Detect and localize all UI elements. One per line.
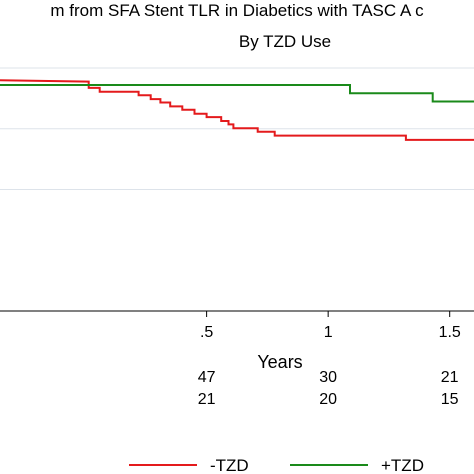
legend: -TZD +TZD bbox=[129, 456, 424, 474]
x-tick-label: 1 bbox=[324, 324, 333, 341]
chart-title: m from SFA Stent TLR in Diabetics with T… bbox=[50, 1, 424, 20]
x-axis-ticks: .5 1 1.5 bbox=[200, 311, 461, 341]
risk-table-cell: 21 bbox=[198, 391, 216, 408]
series-lines bbox=[0, 79, 474, 141]
series-line-minus-tzd bbox=[0, 79, 474, 141]
chart-subtitle: By TZD Use bbox=[239, 32, 331, 51]
x-tick-label: 1.5 bbox=[439, 324, 461, 341]
x-tick-label: .5 bbox=[200, 324, 213, 341]
legend-label-plus-tzd: +TZD bbox=[381, 456, 424, 474]
legend-label-minus-tzd: -TZD bbox=[210, 456, 249, 474]
risk-table: 47 30 21 21 20 15 bbox=[198, 369, 459, 408]
series-line-plus-tzd bbox=[0, 84, 474, 103]
risk-table-cell: 21 bbox=[441, 369, 459, 386]
risk-table-cell: 15 bbox=[441, 391, 459, 408]
x-axis-label: Years bbox=[257, 352, 302, 372]
risk-table-cell: 20 bbox=[319, 391, 337, 408]
risk-table-cell: 47 bbox=[198, 369, 216, 386]
risk-table-cell: 30 bbox=[319, 369, 337, 386]
